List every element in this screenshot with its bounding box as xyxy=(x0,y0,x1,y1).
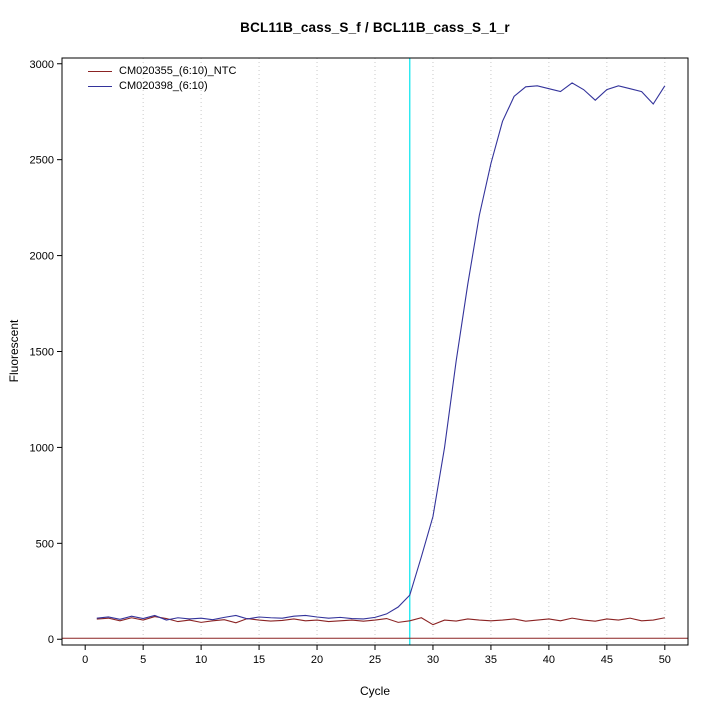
svg-text:1500: 1500 xyxy=(30,347,54,359)
svg-text:5: 5 xyxy=(140,654,146,666)
svg-text:50: 50 xyxy=(659,654,671,666)
legend-item-sample: CM020398_(6:10) xyxy=(88,79,236,94)
svg-text:2500: 2500 xyxy=(30,155,54,167)
svg-text:35: 35 xyxy=(485,654,497,666)
svg-text:500: 500 xyxy=(36,538,54,550)
svg-text:3000: 3000 xyxy=(30,59,54,71)
chart-title: BCL11B_cass_S_f / BCL11B_cass_S_1_r xyxy=(240,20,510,35)
svg-text:30: 30 xyxy=(427,654,439,666)
svg-text:2000: 2000 xyxy=(30,251,54,263)
legend-label: CM020398_(6:10) xyxy=(119,80,208,92)
y-axis-label: Fluorescent xyxy=(7,319,21,383)
legend: CM020355_(6:10)_NTC CM020398_(6:10) xyxy=(88,64,236,94)
legend-label: CM020355_(6:10)_NTC xyxy=(119,65,237,77)
svg-text:0: 0 xyxy=(48,634,54,646)
legend-line-swatch-blue xyxy=(88,86,112,87)
svg-text:25: 25 xyxy=(369,654,381,666)
legend-item-ntc: CM020355_(6:10)_NTC xyxy=(88,64,236,79)
svg-text:45: 45 xyxy=(601,654,613,666)
svg-text:10: 10 xyxy=(195,654,207,666)
x-axis-label: Cycle xyxy=(359,684,390,698)
svg-text:1000: 1000 xyxy=(30,442,54,454)
svg-text:20: 20 xyxy=(311,654,323,666)
svg-text:15: 15 xyxy=(253,654,265,666)
svg-text:40: 40 xyxy=(543,654,555,666)
svg-text:0: 0 xyxy=(82,654,88,666)
legend-line-swatch-red xyxy=(88,71,112,72)
